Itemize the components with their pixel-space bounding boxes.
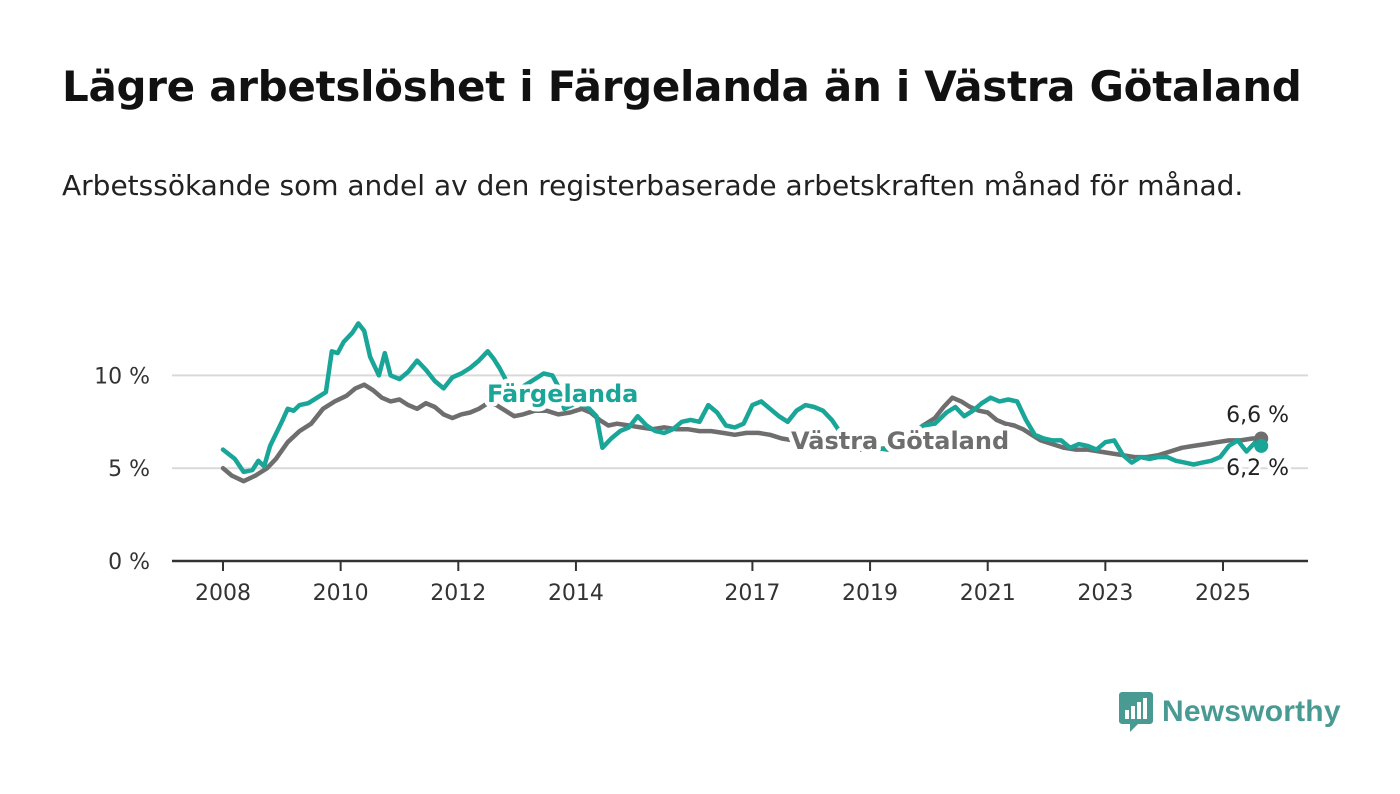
newsworthy-logo-icon [1119, 692, 1153, 732]
chart-subtitle: Arbetssökande som andel av den registerb… [62, 169, 1244, 202]
newsworthy-logo: Newsworthy [1118, 690, 1341, 734]
x-tick-label: 2010 [313, 581, 369, 606]
x-tick-label: 2008 [195, 581, 251, 606]
end-value-fargelanda-halo: 6,2 % [1226, 456, 1289, 481]
x-tick-label: 2017 [724, 581, 780, 606]
y-tick-label: 0 % [108, 550, 150, 575]
series-label-vastra-gotaland: Västra Götaland [791, 427, 1009, 455]
y-tick-label: 5 % [108, 457, 150, 482]
end-value-fargelanda: 6,2 % [1226, 456, 1289, 481]
brand-name: Newsworthy [1162, 695, 1341, 728]
end-value-vastra-gotaland-halo: 6,6 % [1226, 403, 1289, 428]
series-label-fargelanda: Färgelanda [487, 380, 638, 408]
end-value-vastra-gotaland: 6,6 % [1226, 403, 1289, 428]
x-tick-label: 2012 [430, 581, 486, 606]
series-label-fargelanda-halo: Färgelanda [487, 380, 638, 408]
x-tick-label: 2021 [960, 581, 1016, 606]
series-line-vastra-gotaland [220, 382, 1264, 484]
x-tick-label: 2014 [548, 581, 604, 606]
x-tick-label: 2025 [1195, 581, 1251, 606]
end-dot-fargelanda [1254, 438, 1269, 453]
chart-title: Lägre arbetslöshet i Färgelanda än i Väs… [62, 62, 1302, 111]
x-tick-label: 2023 [1077, 581, 1133, 606]
series-label-vastra-gotaland-halo: Västra Götaland [791, 427, 1009, 455]
series-line-fargelanda [220, 321, 1264, 475]
x-tick-label: 2019 [842, 581, 898, 606]
y-tick-label: 10 % [94, 364, 150, 389]
